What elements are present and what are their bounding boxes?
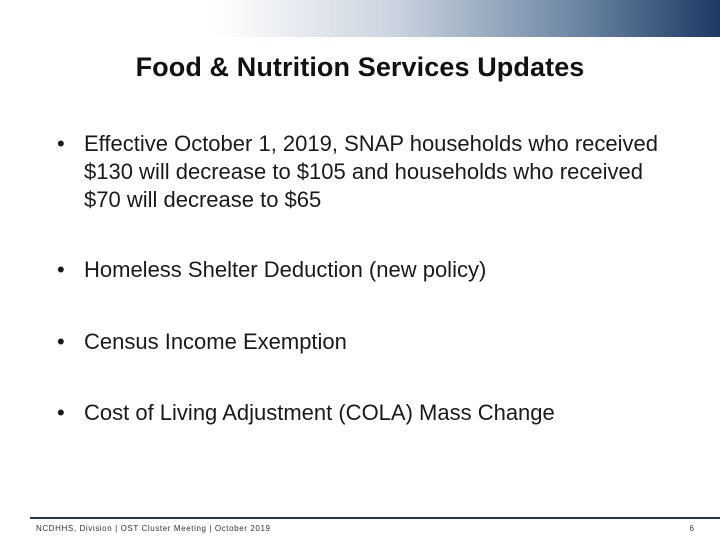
bullet-item-shelter-deduction: • Homeless Shelter Deduction (new policy…	[57, 256, 677, 284]
footer-caption: NCDHHS, Division | OST Cluster Meeting |…	[36, 524, 271, 533]
bullet-marker: •	[57, 400, 65, 425]
header-gradient-band	[0, 0, 720, 37]
bullet-item-snap-change: • Effective October 1, 2019, SNAP househ…	[57, 130, 677, 214]
bullet-text: Census Income Exemption	[84, 329, 347, 354]
bullet-marker: •	[57, 257, 65, 282]
bullet-item-census-exemption: • Census Income Exemption	[57, 328, 677, 356]
bullet-marker: •	[57, 131, 65, 156]
bullet-item-cola-change: • Cost of Living Adjustment (COLA) Mass …	[57, 399, 677, 427]
bullet-text: Effective October 1, 2019, SNAP househol…	[84, 131, 658, 212]
page-number: 6	[689, 524, 694, 533]
bullet-text: Homeless Shelter Deduction (new policy)	[84, 257, 487, 282]
footer-divider	[30, 517, 720, 519]
bullet-text: Cost of Living Adjustment (COLA) Mass Ch…	[84, 400, 555, 425]
bullet-marker: •	[57, 329, 65, 354]
slide-title: Food & Nutrition Services Updates	[135, 52, 585, 82]
